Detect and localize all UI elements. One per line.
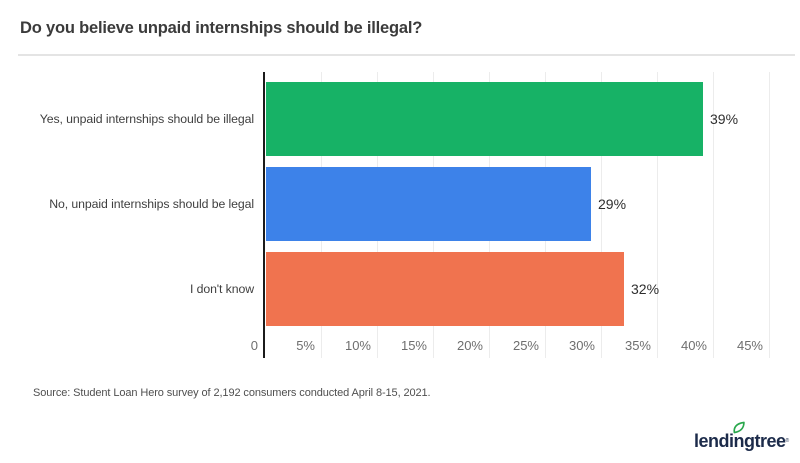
x-tick-label: 25% xyxy=(512,338,539,353)
x-tick-label: 15% xyxy=(400,338,427,353)
source-note: Source: Student Loan Hero survey of 2,19… xyxy=(33,387,431,399)
category-label: Yes, unpaid internships should be illega… xyxy=(39,112,254,126)
gridline-35 xyxy=(657,72,658,358)
bar xyxy=(266,82,703,156)
value-label: 39% xyxy=(710,111,739,127)
x-tick-label: 30% xyxy=(568,338,595,353)
lendingtree-logo: lendingtree® xyxy=(694,421,790,451)
x-tick-label: 10% xyxy=(344,338,371,353)
logo-wordmark: lendingtree xyxy=(694,431,786,451)
x-tick-label: 35% xyxy=(624,338,651,353)
value-label: 32% xyxy=(631,281,660,297)
x-tick-label: 20% xyxy=(456,338,483,353)
value-label: 29% xyxy=(598,196,627,212)
x-tick-label: 40% xyxy=(680,338,707,353)
category-label: I don't know xyxy=(189,282,254,296)
title-divider xyxy=(18,54,795,56)
x-tick-label: 0 xyxy=(250,338,258,353)
category-label: No, unpaid internships should be legal xyxy=(49,197,254,211)
registered-mark: ® xyxy=(785,438,790,444)
leaf-icon xyxy=(733,421,745,434)
chart-title: Do you believe unpaid internships should… xyxy=(20,19,423,37)
bar xyxy=(266,167,591,241)
x-tick-label: 45% xyxy=(736,338,763,353)
x-axis-zero-line xyxy=(263,72,265,358)
gridline-45 xyxy=(769,72,770,358)
gridline-30 xyxy=(601,72,602,358)
x-tick-label: 5% xyxy=(296,338,315,353)
bar xyxy=(266,252,624,326)
gridline-40 xyxy=(713,72,714,358)
